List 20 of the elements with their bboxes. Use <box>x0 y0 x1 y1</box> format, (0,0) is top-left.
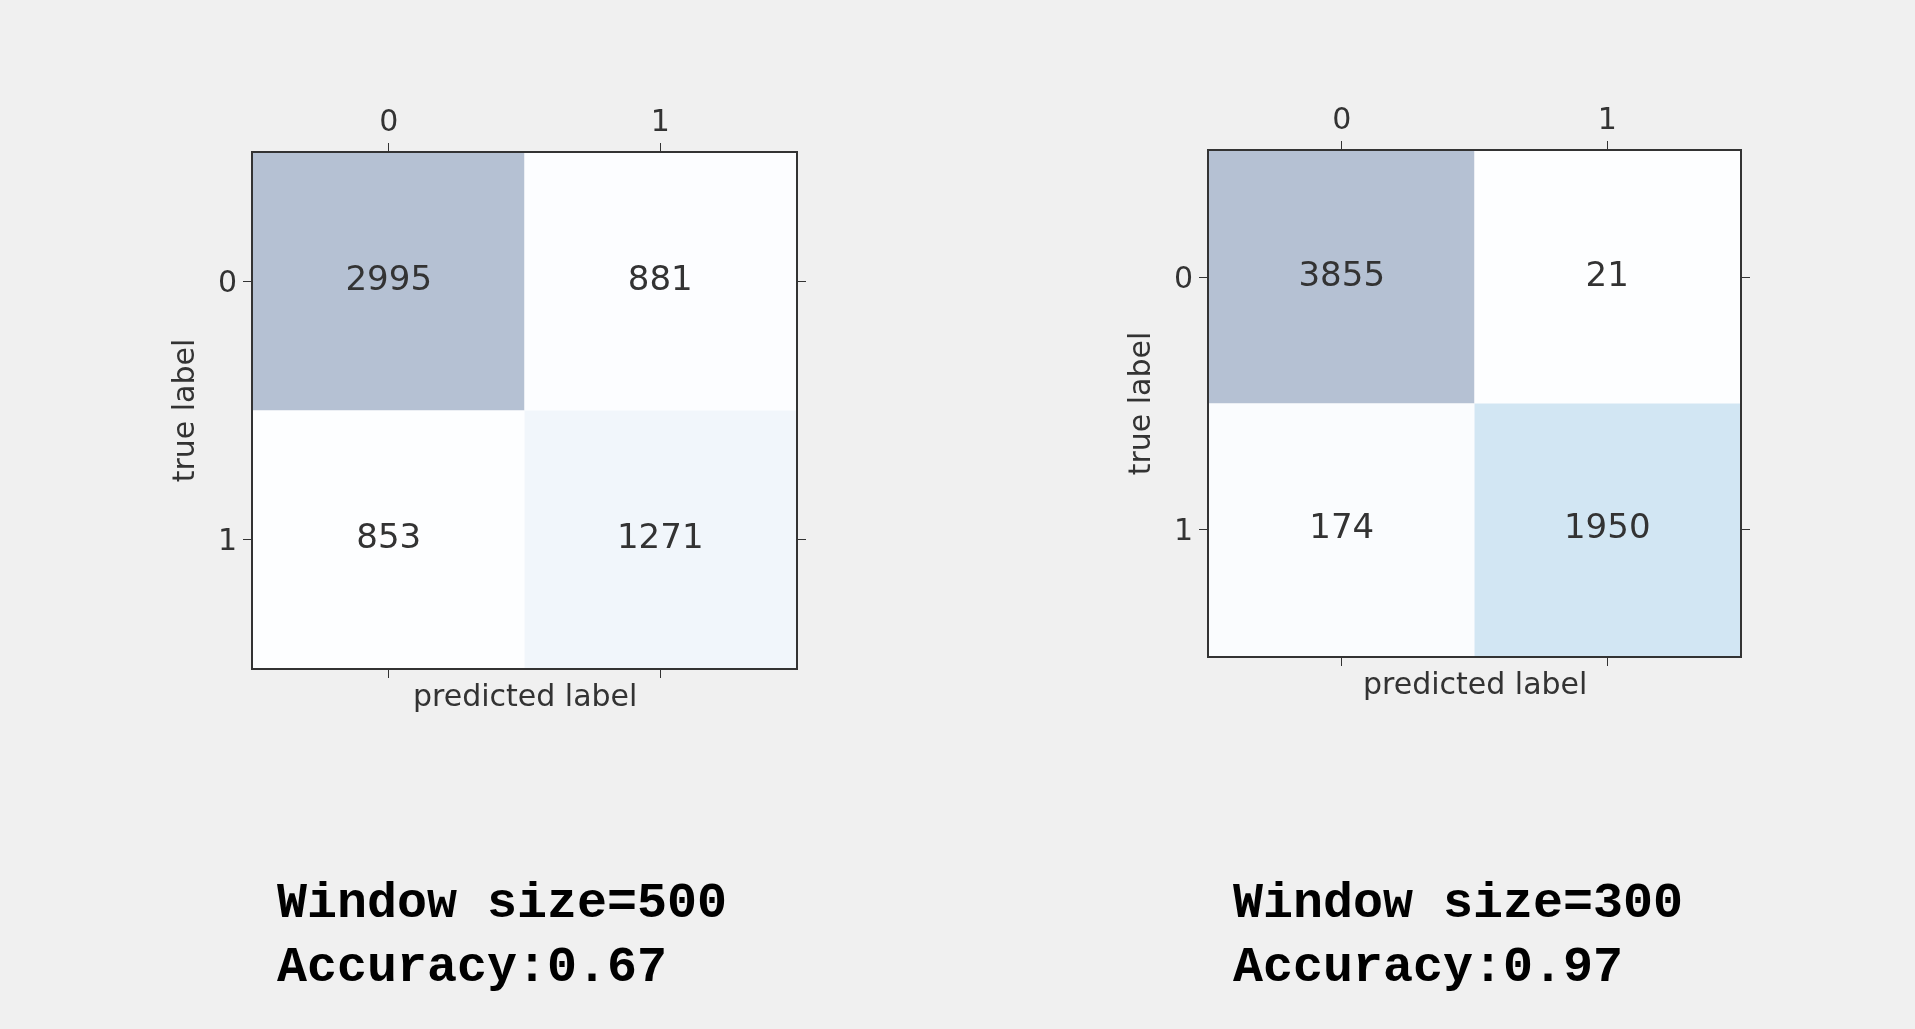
data-label: 1271 <box>616 515 704 556</box>
x-tick-label: 0 <box>1332 101 1352 136</box>
data-label: 21 <box>1585 253 1629 294</box>
x-tick-label: 0 <box>379 103 399 138</box>
text: Window size=500 <box>277 875 728 932</box>
y-axis-title: true label <box>1122 331 1158 476</box>
x-tick-label: 1 <box>650 103 670 138</box>
text: Accuracy:0.67 <box>277 939 668 996</box>
data-label: 853 <box>356 515 422 556</box>
data-label: 174 <box>1309 506 1375 547</box>
data-label: 881 <box>627 258 693 299</box>
x-axis-title: predicted label <box>1363 666 1588 701</box>
x-tick-label: 1 <box>1597 101 1617 136</box>
data-label: 2995 <box>345 258 433 299</box>
data-label: 1950 <box>1563 506 1651 547</box>
text: Window size=300 <box>1233 875 1684 932</box>
data-label: 3855 <box>1298 253 1386 294</box>
text: Accuracy:0.97 <box>1233 939 1624 996</box>
y-axis-title: true label <box>166 338 202 483</box>
x-axis-title: predicted label <box>413 678 638 713</box>
